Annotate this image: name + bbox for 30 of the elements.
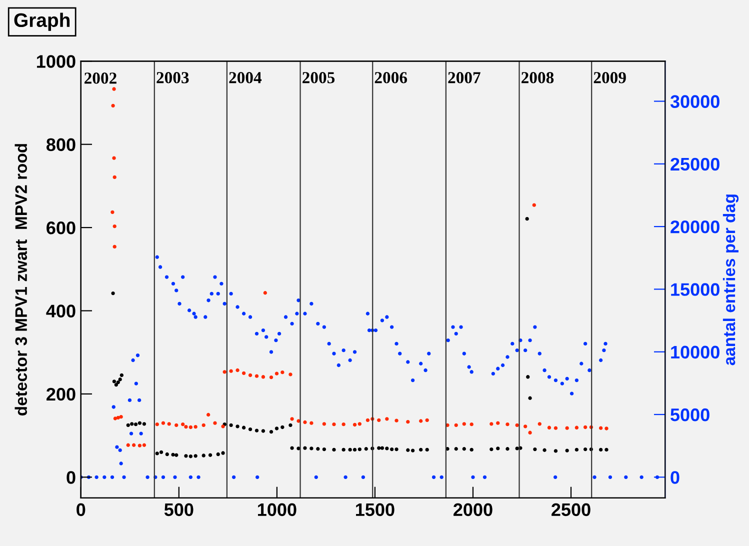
annotation: 2006 — [374, 72, 408, 84]
x-tick-label: 2500 — [552, 503, 590, 516]
x-tick-label: 2000 — [454, 503, 492, 516]
annotation: 2002 — [84, 72, 116, 84]
chart-title: Graph — [14, 12, 70, 31]
y2-tick-label: 30000 — [670, 95, 720, 108]
y-tick-label: 1000 — [37, 55, 76, 68]
x-tick-label: 1000 — [258, 503, 296, 516]
annotation: 2005 — [302, 72, 335, 84]
y-tick-label: 0 — [66, 471, 76, 484]
annotation: 2008 — [522, 72, 554, 84]
y-axis-title: detector 3 MPV1 zwart MPV2 rood — [14, 144, 28, 416]
y2-tick-label: 20000 — [670, 220, 720, 234]
y-tick-label: 400 — [46, 304, 76, 318]
x-tick-label: 0 — [76, 503, 86, 516]
annotation: 2003 — [156, 72, 189, 84]
y2-tick-label: 15000 — [671, 283, 720, 296]
y2-tick-label: 0 — [670, 471, 680, 484]
y-tick-label: 200 — [46, 388, 76, 401]
annotation: 2009 — [594, 72, 626, 84]
annotation: 2007 — [448, 72, 480, 84]
y2-tick-label: 10000 — [671, 346, 720, 359]
x-tick-label: 500 — [164, 503, 194, 516]
y2-tick-label: 5000 — [670, 408, 710, 422]
y-tick-label: 600 — [46, 221, 76, 234]
y-tick-label: 800 — [46, 138, 76, 152]
y2-axis-title: aantal entries per dag — [722, 194, 739, 366]
y2-tick-label: 25000 — [670, 158, 720, 171]
annotation: 2004 — [229, 72, 262, 84]
x-tick-label: 1500 — [356, 503, 394, 516]
